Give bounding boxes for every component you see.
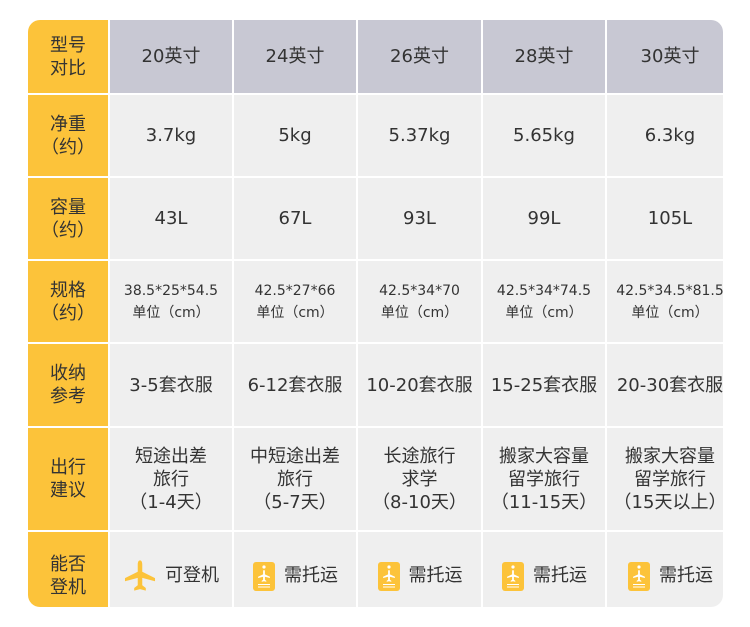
table-cell: 67L [234,178,356,259]
row-label-line: 出行 [50,457,86,478]
luggage-tag-icon [377,559,401,593]
row-label-line: 规格 [50,279,86,301]
table-cell: 搬家大容量 留学旅行 （11-15天） [483,428,605,530]
table-cell: 20-30套衣服 [607,344,723,426]
cell-line: 单位（cm） [132,304,210,321]
luggage-tag-icon [252,559,276,593]
column-header: 30英寸 [607,20,723,93]
row-label: 收纳 参考 [28,344,108,426]
cell-line: 搬家大容量 [499,445,589,467]
cell-line: （11-15天） [490,491,598,513]
cell-line: 单位（cm） [380,304,459,321]
boarding-text: 需托运 [533,565,587,586]
row-label-line: 建议 [50,480,86,501]
table-cell: 可登机 [110,532,232,607]
table-cell: 搬家大容量 留学旅行 （15天以上） [607,428,723,530]
column-header: 26英寸 [358,20,481,93]
table-cell: 99L [483,178,605,259]
table-cell: 15-25套衣服 [483,344,605,426]
table-cell: 需托运 [358,532,481,607]
cell-line: 单位（cm） [631,304,709,321]
cell-line: 42.5*34*70 [379,282,460,299]
column-header: 28英寸 [483,20,605,93]
table-cell: 短途出差 旅行 （1-4天） [110,428,232,530]
cell-line: 38.5*25*54.5 [123,282,219,299]
table-cell: 38.5*25*54.5 单位（cm） [110,261,232,342]
boarding-text: 需托运 [284,565,338,586]
cell-line: 留学旅行 [508,468,580,490]
cell-line: 42.5*27*66 [254,282,336,299]
cell-line: 旅行 [153,468,189,490]
table-cell: 42.5*34.5*81.5 单位（cm） [607,261,723,342]
cell-line: 搬家大容量 [625,445,715,467]
table-cell: 105L [607,178,723,259]
cell-line: （1-4天） [129,491,213,513]
table-cell: 长途旅行 求学 （8-10天） [358,428,481,530]
table-cell: 43L [110,178,232,259]
table-cell: 5kg [234,95,356,176]
cell-line: 中短途出差 [250,445,340,467]
cell-line: 单位（cm） [505,304,583,321]
boarding-text: 需托运 [408,565,463,586]
column-header: 24英寸 [234,20,356,93]
row-label: 能否 登机 [28,532,108,607]
table-cell: 需托运 [234,532,356,607]
cell-line: （15天以上） [613,491,723,513]
table-cell: 93L [358,178,481,259]
row-label-line: 能否 [50,553,86,575]
row-label: 规格 （约） [28,261,108,342]
row-label-line: （约） [41,219,95,241]
cell-line: 42.5*34*74.5 [496,282,592,299]
size-comparison-table: 型号 对比 20英寸 24英寸 26英寸 28英寸 30英寸 净重 （约） 3.7kg 5kg 5.3… [28,20,723,607]
row-label-line: 型号 [50,34,86,56]
cell-line: 短途出差 [135,445,207,467]
table-cell: 6.3kg [607,95,723,176]
table-cell: 42.5*27*66 单位（cm） [234,261,356,342]
cell-line: 留学旅行 [634,468,706,490]
row-label-line: 容量 [50,196,86,218]
row-label-line: 参考 [50,386,86,407]
cell-line: （5-7天） [253,491,337,513]
table-cell: 需托运 [607,532,723,607]
row-label-line: 收纳 [50,363,86,384]
table-cell: 3-5套衣服 [110,344,232,426]
table-cell: 需托运 [483,532,605,607]
cell-line: 求学 [401,468,438,490]
cell-line: 旅行 [277,468,313,490]
luggage-tag-icon [501,559,525,593]
row-label-line: 对比 [50,57,86,79]
boarding-text: 需托运 [659,565,713,586]
table-cell: 6-12套衣服 [234,344,356,426]
table-cell: 3.7kg [110,95,232,176]
row-label: 容量 （约） [28,178,108,259]
row-label-line: （约） [41,302,95,324]
cell-line: 长途旅行 [383,445,456,467]
table-cell: 5.37kg [358,95,481,176]
table-cell: 5.65kg [483,95,605,176]
row-label: 净重 （约） [28,95,108,176]
table-cell: 42.5*34*70 单位（cm） [358,261,481,342]
row-label: 型号 对比 [28,20,108,93]
cell-line: 单位（cm） [256,304,334,321]
row-label-line: 净重 [50,113,86,135]
cell-line: （8-10天） [372,491,467,513]
column-header: 20英寸 [110,20,232,93]
row-label-line: （约） [41,136,95,158]
table-cell: 10-20套衣服 [358,344,481,426]
luggage-tag-icon [627,559,651,593]
cell-line: 42.5*34.5*81.5 [616,282,723,299]
table-cell: 中短途出差 旅行 （5-7天） [234,428,356,530]
table-cell: 42.5*34*74.5 单位（cm） [483,261,605,342]
airplane-icon [123,559,157,593]
row-label-line: 登机 [50,576,86,598]
boarding-text: 可登机 [165,565,219,586]
row-label: 出行 建议 [28,428,108,530]
